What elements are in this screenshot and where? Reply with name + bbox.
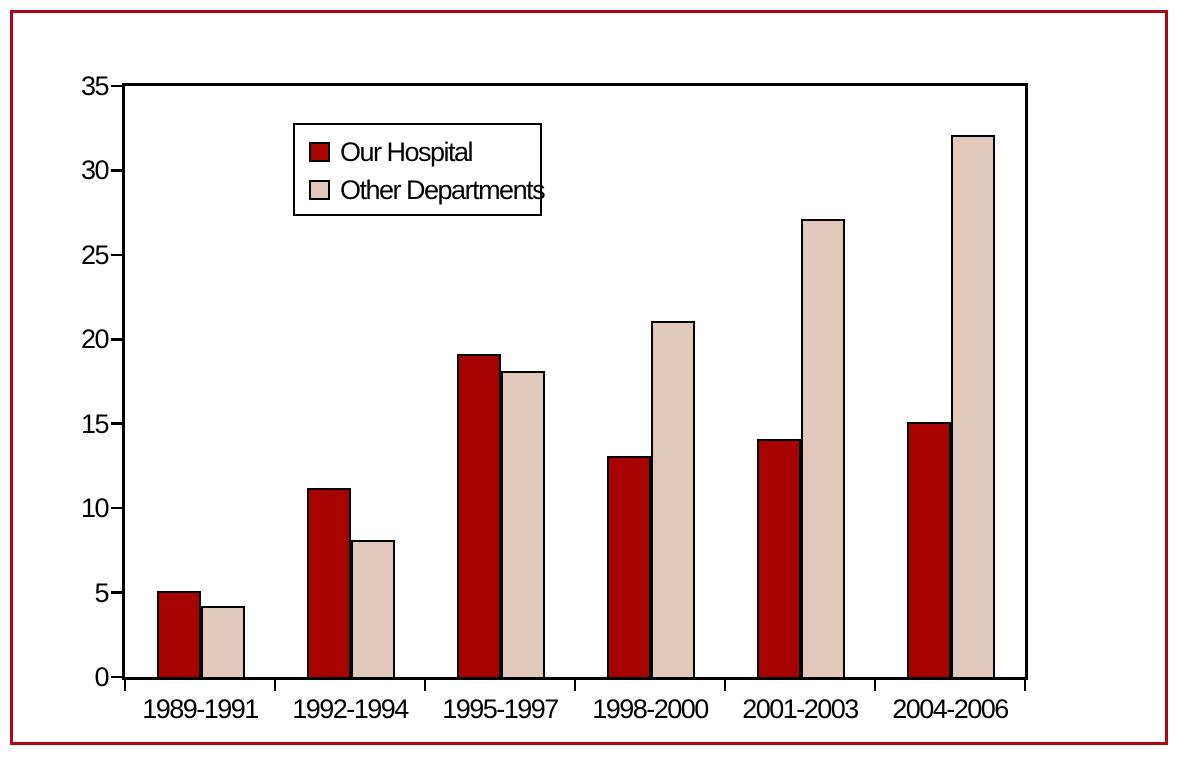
x-axis-tick xyxy=(123,680,127,691)
y-tick-label: 10 xyxy=(80,493,110,524)
bar-our-hospital-1992-1994 xyxy=(307,487,351,677)
x-axis-tick xyxy=(1023,680,1027,691)
y-axis-tick xyxy=(111,338,125,341)
y-tick-label: 5 xyxy=(94,577,109,608)
y-tick-label: 15 xyxy=(80,408,110,439)
bar-our-hospital-2004-2006 xyxy=(907,422,951,677)
chart-legend: Our Hospital Other Departments xyxy=(293,123,546,216)
x-tick-label: 1989-1991 xyxy=(142,694,259,724)
bar-our-hospital-1989-1991 xyxy=(157,590,201,677)
legend-label: Other Departments xyxy=(340,174,546,205)
legend-item-other-departments: Other Departments xyxy=(309,174,546,205)
y-axis-tick xyxy=(111,84,125,88)
chart-plot-area xyxy=(122,83,1028,680)
x-axis-tick xyxy=(273,680,277,691)
bar-other-departments-2004-2006 xyxy=(951,134,995,677)
other-departments-swatch-icon xyxy=(309,180,330,200)
x-axis-tick xyxy=(873,680,877,691)
y-axis-tick xyxy=(111,675,125,679)
x-axis-tick xyxy=(423,680,427,691)
x-tick-label: 2004-2006 xyxy=(892,694,1009,724)
y-tick-label: 30 xyxy=(80,155,110,186)
legend-label: Our Hospital xyxy=(340,136,474,167)
x-tick-label: 2001-2003 xyxy=(742,694,859,724)
bar-our-hospital-1998-2000 xyxy=(607,455,651,677)
y-axis-tick xyxy=(111,422,125,425)
bar-our-hospital-1995-1997 xyxy=(457,354,501,677)
y-axis-tick xyxy=(111,253,125,257)
our-hospital-swatch-icon xyxy=(309,142,330,162)
figure-border xyxy=(10,10,1168,745)
y-axis-tick xyxy=(111,169,125,172)
y-axis-tick xyxy=(111,591,125,594)
bar-other-departments-1995-1997 xyxy=(501,371,545,677)
y-axis-tick xyxy=(111,506,125,510)
bar-other-departments-1998-2000 xyxy=(651,320,695,677)
legend-item-our-hospital: Our Hospital xyxy=(309,136,474,167)
x-tick-label: 1995-1997 xyxy=(442,694,559,724)
y-tick-label: 25 xyxy=(80,239,110,270)
bar-other-departments-2001-2003 xyxy=(801,219,845,677)
x-axis-tick xyxy=(723,680,727,691)
bar-other-departments-1992-1994 xyxy=(351,540,395,677)
bar-our-hospital-2001-2003 xyxy=(757,438,801,677)
x-axis-tick xyxy=(573,680,577,691)
y-tick-label: 0 xyxy=(94,662,109,692)
bar-other-departments-1989-1991 xyxy=(201,606,245,677)
x-tick-label: 1992-1994 xyxy=(292,694,409,724)
y-tick-label: 35 xyxy=(80,71,110,101)
x-tick-label: 1998-2000 xyxy=(592,694,709,724)
y-tick-label: 20 xyxy=(80,324,110,355)
